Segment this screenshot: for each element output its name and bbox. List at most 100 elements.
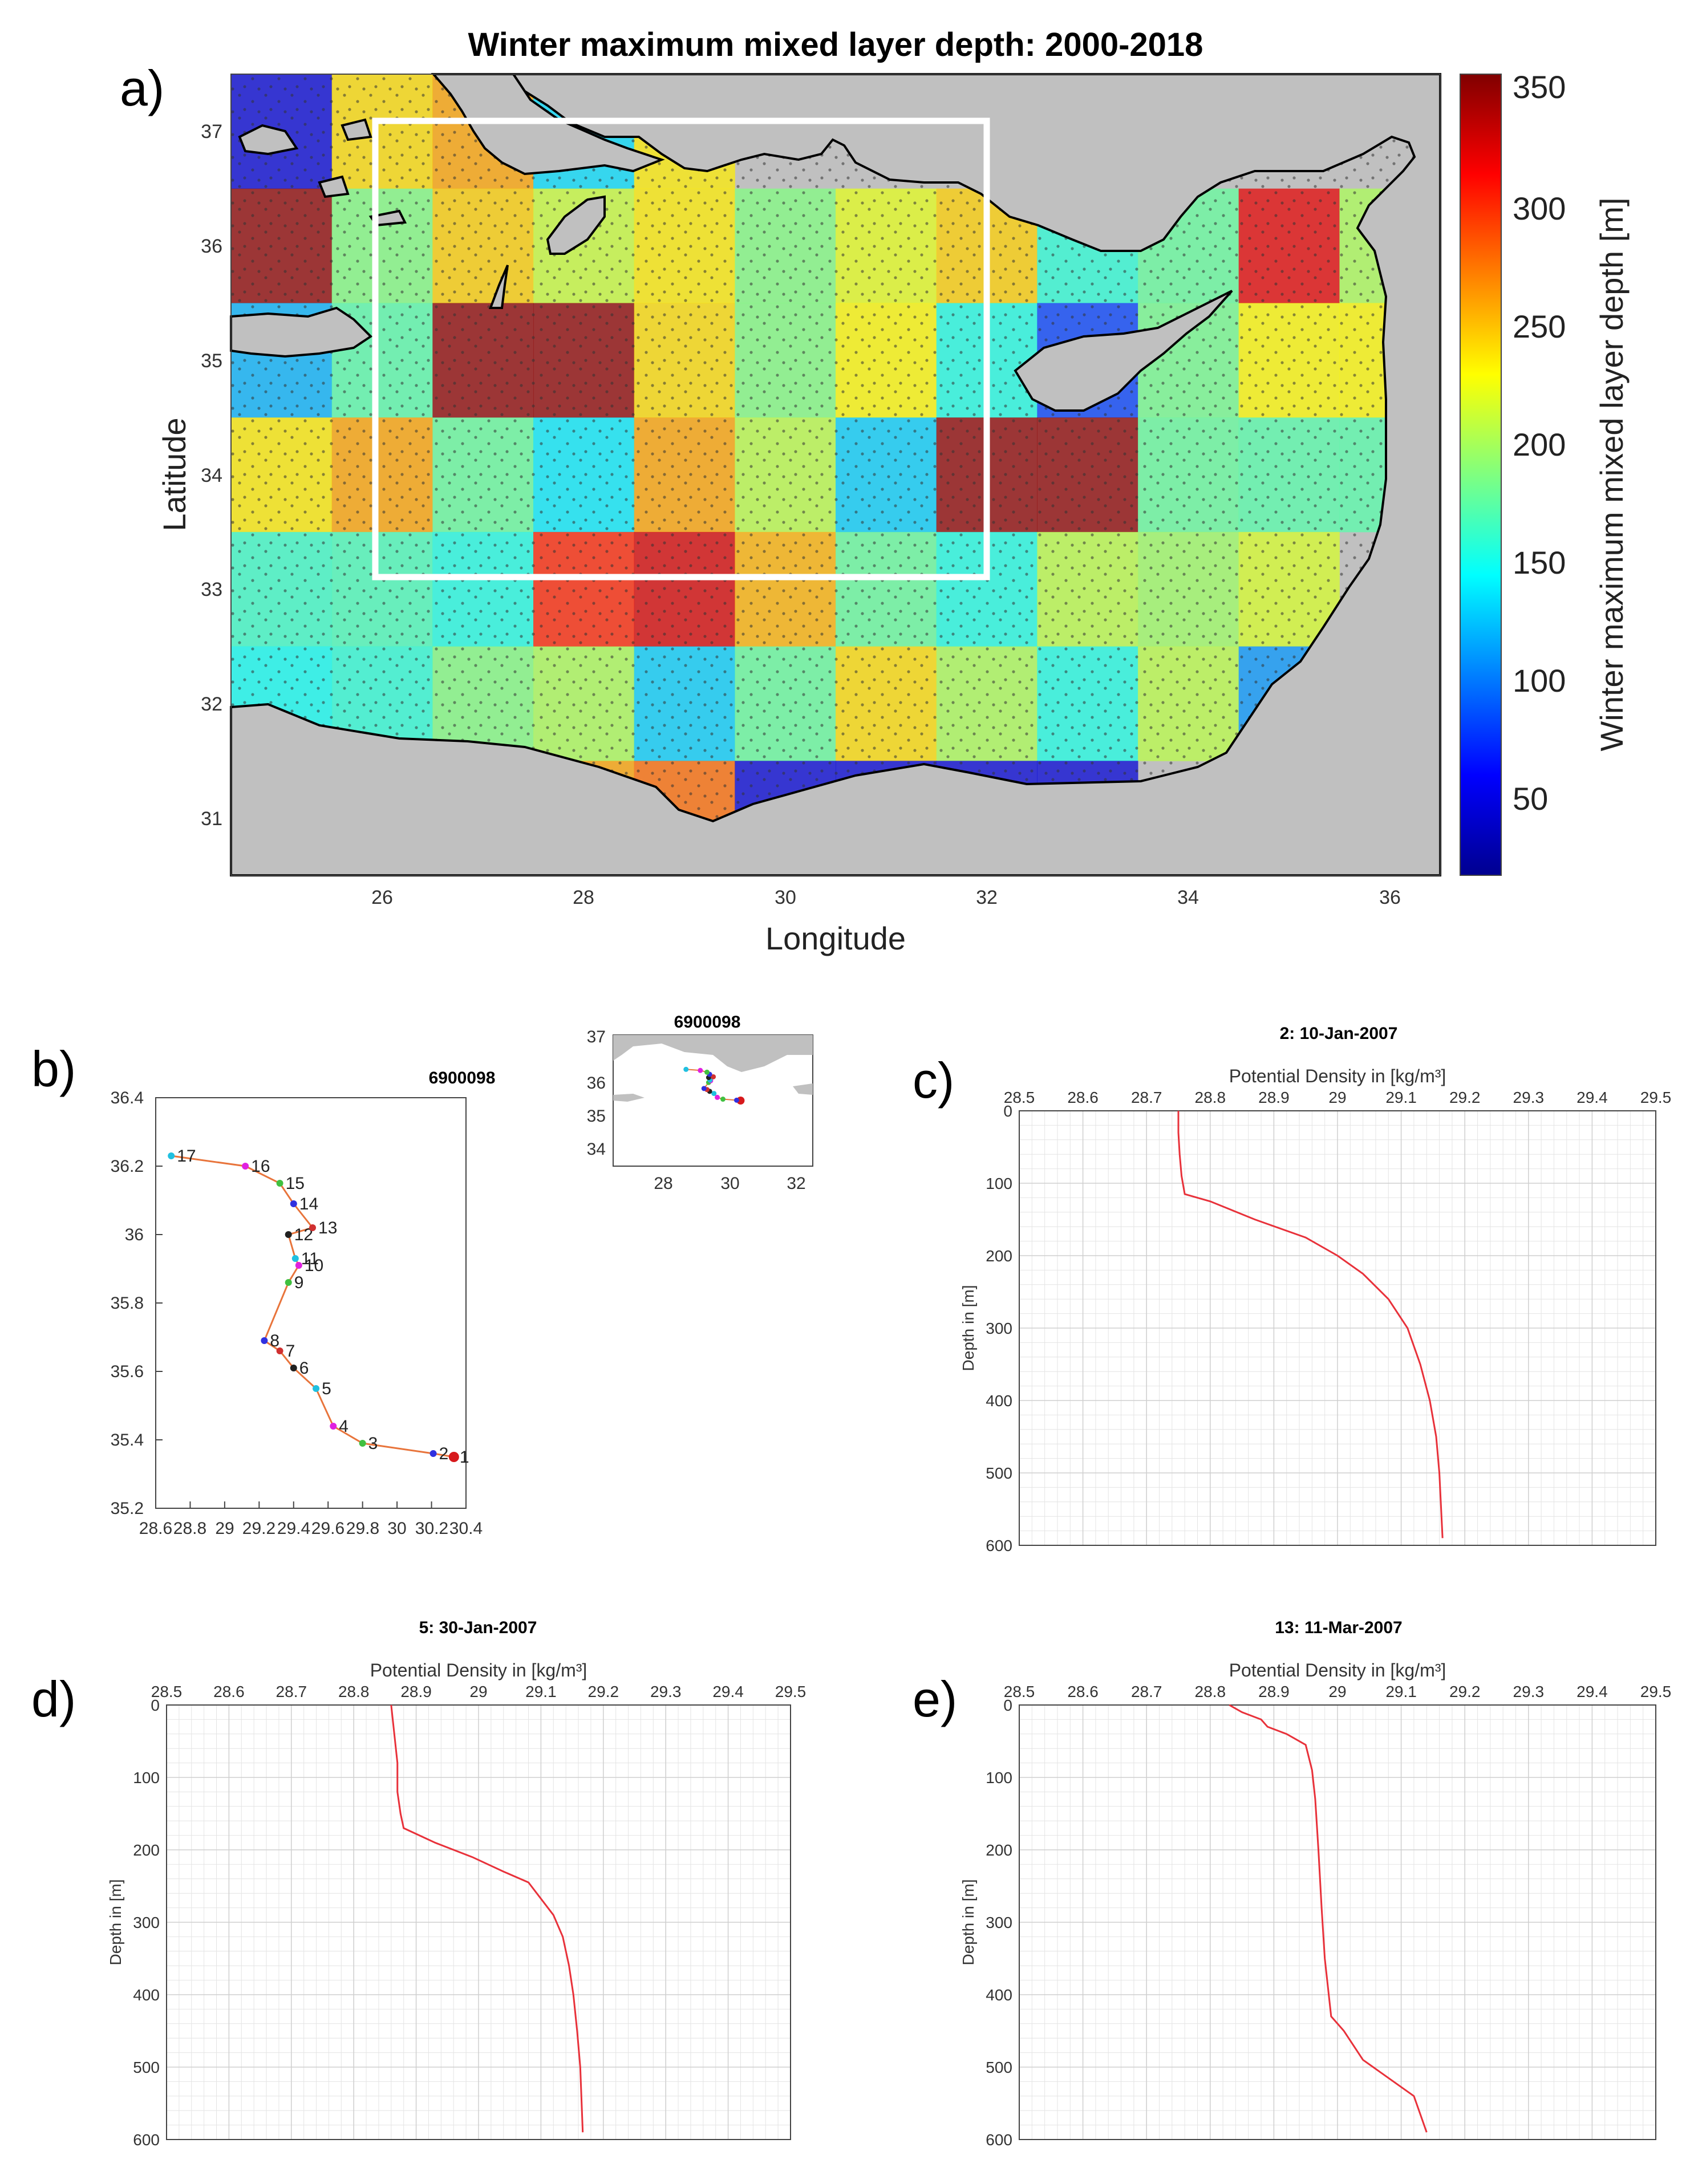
profile-y-tick-label: 200 (986, 1841, 1012, 1859)
density-profile-line (1229, 1704, 1428, 2133)
study-area-box (372, 117, 990, 580)
profile-x-tick-label: 28.9 (400, 1683, 432, 1700)
track-y-tick-labels: 35.2 35.4 35.6 35.8 36 36.2 36.4 (111, 1089, 144, 1518)
profile-x-tick-label: 29.4 (1576, 1683, 1608, 1700)
panel-c-title: 2: 10-Jan-2007 (1280, 1024, 1398, 1043)
profile-y-tick-label: 100 (133, 1769, 160, 1787)
panel-a: a) Winter maximum mixed layer depth: 200… (120, 26, 1630, 956)
profile-y-tick-label: 600 (133, 2131, 160, 2149)
track-point-label: 13 (318, 1219, 337, 1237)
profile-x-tick-label: 29.1 (1385, 1683, 1417, 1700)
track-x-tick: 29.8 (346, 1519, 379, 1538)
map-y-tick-36: 36 (201, 236, 222, 257)
profile-x-axis-label: Potential Density in [kg/m³] (1229, 1066, 1446, 1086)
inset-track-point (720, 1097, 726, 1102)
panel-e: e) 13: 11-Mar-2007 28.5 28.6 28.7 28.8 28.9 2… (913, 1618, 1671, 2149)
panel-c-label: c) (913, 1052, 954, 1109)
track-point-label: 1 (460, 1448, 469, 1467)
profile-x-tick-label: 29 (469, 1683, 487, 1700)
profile-x-tick-label: 29.2 (1449, 1683, 1481, 1700)
profile-y-tick-label: 600 (986, 2131, 1012, 2149)
track-point (285, 1231, 292, 1238)
track-point (359, 1440, 366, 1447)
profile-x-tick-label: 29.3 (1513, 1683, 1545, 1700)
profile-x-tick-label: 28.5 (1004, 1089, 1035, 1106)
map-y-axis-label: Latitude (156, 417, 192, 531)
inset-track-point (733, 1097, 739, 1103)
profile-x-tick-label: 29.5 (1640, 1683, 1672, 1700)
colorbar-tick-250: 250 (1513, 308, 1566, 344)
profile-y-axis-label: Depth in [m] (107, 1879, 124, 1966)
profile-x-axis-label: Potential Density in [kg/m³] (370, 1660, 587, 1680)
track-x-tick: 30.2 (415, 1519, 448, 1538)
track-y-tick: 35.8 (111, 1294, 144, 1313)
map-y-tick-33: 33 (201, 579, 222, 600)
profile-axes-frame (166, 1704, 791, 2140)
density-profile-d: 28.5 28.6 28.7 28.8 28.9 29 29.1 29.2 29.3 29.4 29… (107, 1660, 806, 2149)
profile-x-tick-label: 28.6 (213, 1683, 245, 1700)
track-point (448, 1452, 459, 1462)
inset-track-point (711, 1091, 717, 1097)
inset-y-tick: 37 (587, 1028, 606, 1046)
profile-x-tick-label: 29.1 (1385, 1089, 1417, 1106)
profile-y-tick-label: 300 (986, 1914, 1012, 1931)
map-x-tick-34: 34 (1177, 887, 1199, 908)
inset-track-point (715, 1094, 720, 1100)
profile-y-tick-label: 200 (986, 1247, 1012, 1265)
track-point (168, 1152, 175, 1159)
profile-y-tick-label: 500 (986, 1464, 1012, 1482)
track-point (313, 1385, 320, 1392)
land-karpathos (489, 265, 509, 309)
track-point (290, 1365, 297, 1371)
track-x-tick: 29.6 (311, 1519, 345, 1538)
inset-y-tick: 35 (587, 1107, 606, 1126)
track-point (330, 1423, 337, 1430)
track-point-label: 6 (299, 1359, 309, 1378)
profile-y-tick-label: 100 (986, 1175, 1012, 1192)
profile-y-axis-label: Depth in [m] (959, 1285, 977, 1371)
inset-track (683, 1066, 745, 1105)
inset-y-tick: 34 (587, 1140, 606, 1159)
track-x-tick-labels: 28.6 28.8 29 29.2 29.4 29.6 29.8 30 30.2… (139, 1519, 483, 1538)
colorbar-tick-50: 50 (1513, 781, 1548, 817)
profile-axes-frame (1019, 1704, 1656, 2140)
profile-x-tick-label: 28.9 (1258, 1089, 1290, 1106)
profile-x-tick-label: 28.5 (151, 1683, 183, 1700)
profile-y-tick-label: 400 (133, 1986, 160, 2004)
panel-d-label: d) (31, 1671, 76, 1727)
track-point (261, 1337, 268, 1344)
profile-y-tick-label: 300 (133, 1914, 160, 1931)
panel-b-label: b) (31, 1041, 76, 1097)
profile-x-tick-label: 28.8 (1195, 1089, 1226, 1106)
profile-x-tick-label: 28.7 (1131, 1089, 1162, 1106)
profile-x-tick-label: 29.2 (1449, 1089, 1481, 1106)
track-point-label: 11 (301, 1249, 319, 1268)
profile-x-tick-label: 28.8 (1195, 1683, 1226, 1700)
profile-x-tick-label: 29.5 (1640, 1089, 1672, 1106)
profile-axes-frame (1019, 1110, 1656, 1546)
inset-track-point (701, 1086, 707, 1091)
profile-x-tick-label: 28.7 (1131, 1683, 1162, 1700)
track-point-label: 10 (305, 1256, 323, 1275)
track-point-label: 15 (286, 1174, 305, 1193)
colorbar-tick-100: 100 (1513, 663, 1566, 699)
panel-b-title: 6900098 (429, 1069, 496, 1087)
track-axes (155, 1097, 467, 1509)
track-point-label: 3 (368, 1434, 378, 1453)
inset-land (613, 1035, 813, 1102)
profile-y-tick-label: 0 (1003, 1102, 1012, 1120)
profile-x-tick-label: 29.4 (712, 1683, 744, 1700)
track-y-tick: 36.4 (111, 1089, 144, 1107)
track-x-tick: 28.8 (173, 1519, 206, 1538)
inset-x-tick: 30 (720, 1174, 739, 1193)
track-x-tick: 28.6 (139, 1519, 172, 1538)
track-point (276, 1180, 283, 1187)
track-point-label: 14 (299, 1195, 318, 1213)
track-point (242, 1163, 249, 1170)
profile-y-tick-label: 400 (986, 1392, 1012, 1410)
track-y-tick: 36 (125, 1225, 144, 1244)
inset-x-tick: 32 (787, 1174, 805, 1193)
profile-x-tick-label: 28.5 (1004, 1683, 1035, 1700)
density-profile-e: 28.5 28.6 28.7 28.8 28.9 29 29.1 29.2 29.3 29.4 29… (959, 1660, 1671, 2149)
track-point-label: 8 (270, 1331, 279, 1350)
